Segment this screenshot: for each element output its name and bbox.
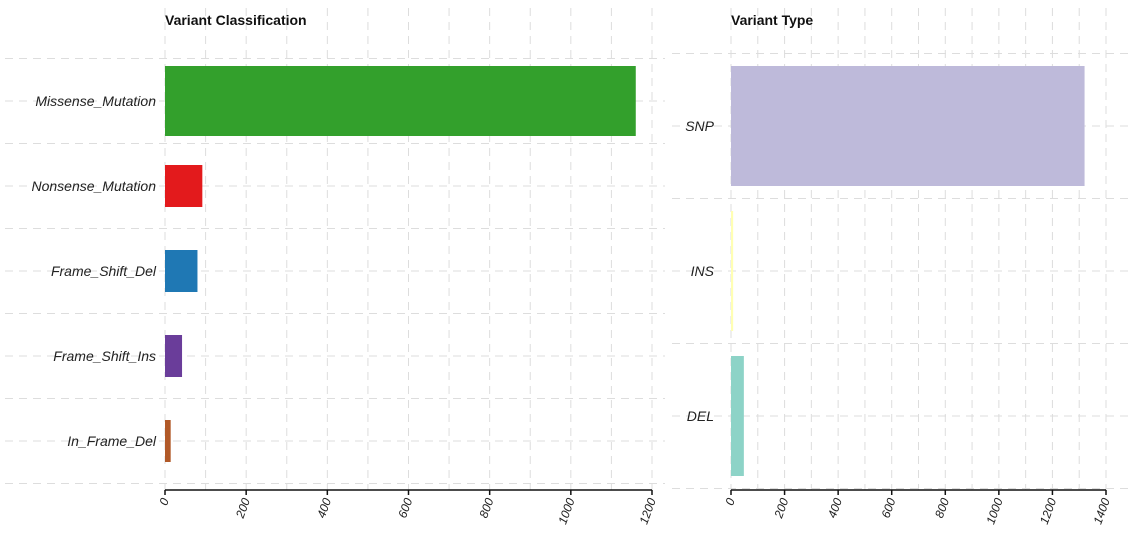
chart-panel-2: Variant Type SNP INS DEL 0 200 400 600 800 1000 12…: [672, 8, 1134, 526]
category-label: Frame_Shift_Del: [51, 263, 157, 279]
x-tick-label: 600: [879, 496, 899, 520]
category-label: SNP: [685, 118, 714, 134]
bar-snp: [731, 66, 1085, 186]
bar-in-frame-del: [165, 420, 171, 462]
chart-title: Variant Classification: [165, 12, 307, 28]
x-tick-label: 1200: [1037, 496, 1059, 526]
x-tick-label: 0: [156, 496, 172, 507]
category-label: DEL: [687, 408, 714, 424]
bar-missense-mutation: [165, 66, 636, 136]
x-tick-label: 800: [476, 496, 496, 520]
x-tick-label: 200: [771, 496, 791, 521]
chart-title: Variant Type: [731, 12, 813, 28]
x-tick-label: 0: [722, 496, 738, 507]
x-tick-label: 1000: [555, 496, 577, 526]
x-tick-label: 400: [825, 496, 845, 520]
bar-ins: [731, 211, 734, 331]
x-tick-label: 600: [395, 496, 415, 520]
category-label: INS: [691, 263, 715, 279]
chart-panel-1: Variant Classification Missense_Mutation N…: [5, 8, 665, 526]
x-tick-label: 1400: [1091, 496, 1113, 526]
category-label: Nonsense_Mutation: [31, 178, 156, 194]
category-label: Frame_Shift_Ins: [53, 348, 156, 364]
bar-frame-shift-ins: [165, 335, 183, 377]
category-label: Missense_Mutation: [35, 93, 156, 109]
bar-del: [731, 356, 744, 476]
x-tick-label: 1000: [983, 496, 1005, 526]
x-tick-label: 400: [314, 496, 334, 520]
x-tick-label: 200: [233, 496, 253, 521]
category-label: In_Frame_Del: [67, 433, 157, 449]
x-tick-label: 800: [932, 496, 952, 520]
x-tick-label: 1200: [637, 496, 659, 526]
bar-frame-shift-del: [165, 250, 198, 292]
bar-nonsense-mutation: [165, 165, 203, 207]
